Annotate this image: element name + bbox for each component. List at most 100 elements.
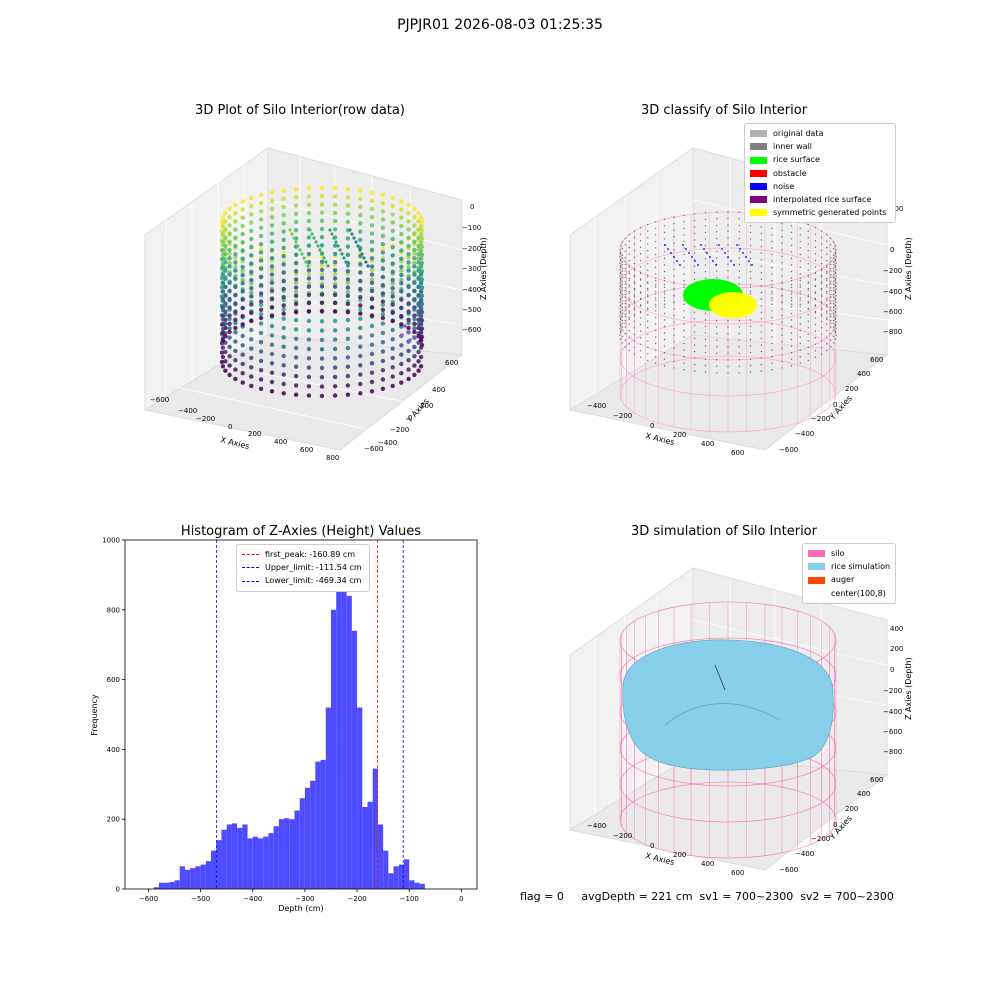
inner-wall-point [760,278,763,280]
raw-point [269,277,275,282]
raw-point [233,202,238,208]
raw-point [306,272,312,277]
inner-wall-point [624,263,626,266]
inner-wall-point [624,309,626,311]
inner-wall-point [621,326,624,328]
raw-point [345,345,351,351]
raw-point [319,284,325,289]
inner-wall-point [633,333,636,336]
raw-point [308,228,312,232]
raw-point [418,313,424,319]
inner-wall-point [814,246,817,248]
inner-wall-point [628,260,630,262]
inner-wall-point [673,288,675,290]
inner-wall-point [820,315,823,317]
histogram-xtick-label: −600 [139,895,158,903]
inner-wall-point [621,274,624,276]
raw-point [227,264,232,269]
inner-wall-point [830,257,832,259]
inner-wall-point [633,295,636,298]
histogram-xtick-label: 0 [459,895,463,903]
inner-wall-point [799,303,801,306]
raw-point [332,309,338,314]
raw-point [399,264,404,270]
raw-point [302,256,306,260]
inner-wall-point [619,282,621,284]
histogram-bar [190,868,196,889]
legend-swatch [808,589,825,597]
inner-wall-point [807,320,809,322]
raw-point [240,371,245,376]
inner-wall-point [639,253,642,255]
legend-item: center(100,8) [808,587,890,600]
cls-ytick: 200 [845,385,858,393]
raw-point [418,223,424,228]
inner-wall-point [673,268,675,271]
raw-point [406,293,411,298]
inner-wall-point [619,317,622,319]
inner-wall-point [799,266,801,269]
raw-point [220,281,226,286]
raw-point [258,291,264,296]
sim-ztick: −200 [883,687,902,695]
raw-point [345,364,351,369]
raw-point [416,252,421,257]
inner-wall-point [832,335,835,338]
inner-wall-point [683,355,685,358]
inner-wall-point [673,367,675,369]
raw-point [416,211,421,216]
inner-wall-point [704,351,707,354]
inner-wall-point [814,337,817,339]
inner-wall-point [716,319,718,322]
inner-wall-point [683,253,685,256]
histogram-bar [273,826,279,889]
raw-point [390,212,395,217]
inner-wall-point [619,251,622,254]
raw-ytick: −400 [378,439,397,447]
raw-point [233,284,238,290]
raw-point [249,310,254,315]
raw-point [240,352,245,357]
inner-wall-point [663,303,666,305]
inner-wall-point [771,342,773,345]
sim-xtick: 600 [731,869,744,877]
inner-wall-point [704,371,707,373]
raw-point [406,202,411,208]
raw-point [223,276,228,281]
inner-wall-point [826,273,828,275]
inner-wall-point [820,327,823,329]
raw-point [223,293,228,298]
inner-wall-point [834,258,837,260]
inner-wall-point [807,281,809,283]
inner-wall-point [633,327,636,329]
histogram-bar [393,866,399,889]
inner-wall-point [799,286,801,288]
inner-wall-point [749,257,752,260]
inner-wall-point [749,319,752,321]
inner-wall-point [633,315,636,317]
legend-item: rice simulation [808,560,890,573]
raw-point [269,256,275,261]
raw-point [358,204,363,210]
inner-wall-point [693,265,696,267]
raw-point [342,256,346,260]
raw-point [223,243,228,249]
raw-point [220,338,226,343]
sim-xtick: −200 [613,832,632,840]
raw-point [249,327,254,333]
inner-wall-point [781,341,783,343]
raw-point [320,252,324,256]
inner-wall-point [820,274,823,277]
inner-wall-point [716,211,718,213]
raw-point [306,243,312,248]
raw-plot-title: 3D Plot of Silo Interior(row data) [195,103,405,118]
inner-wall-point [830,339,832,341]
inner-wall-point [727,263,729,265]
histogram-bar [221,829,227,889]
inner-wall-point [704,218,707,221]
inner-wall-point [647,223,649,226]
raw-point [390,269,395,274]
inner-wall-point [834,323,837,326]
raw-point [406,330,410,334]
raw-point [399,281,404,286]
